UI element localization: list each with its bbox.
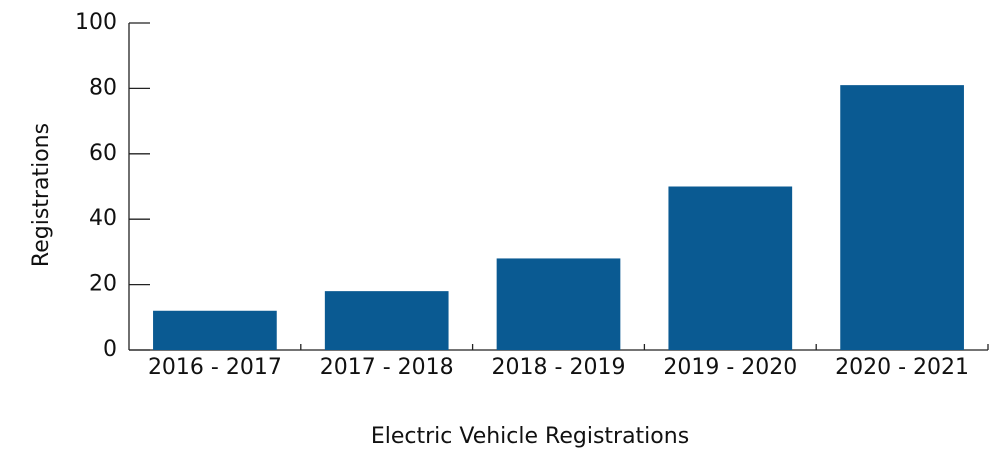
bar <box>496 258 621 350</box>
bar <box>840 85 964 350</box>
y-tick-label: 100 <box>75 10 117 35</box>
x-axis-label: Electric Vehicle Registrations <box>371 424 689 449</box>
x-tick-label: 2018 - 2019 <box>492 355 626 380</box>
x-tick-label: 2016 - 2017 <box>148 355 282 380</box>
y-tick-label: 20 <box>89 272 117 297</box>
x-tick-label: 2019 - 2020 <box>663 355 797 380</box>
y-tick-label: 0 <box>103 337 117 362</box>
x-tick-label: 2020 - 2021 <box>835 355 969 380</box>
y-axis-label: Registrations <box>29 123 54 267</box>
y-tick-label: 80 <box>89 75 117 100</box>
bar <box>324 291 449 350</box>
y-tick-label: 40 <box>89 206 117 231</box>
bar <box>153 310 277 350</box>
y-tick-label: 60 <box>89 141 117 166</box>
bar <box>668 186 793 350</box>
x-tick-label: 2017 - 2018 <box>320 355 454 380</box>
